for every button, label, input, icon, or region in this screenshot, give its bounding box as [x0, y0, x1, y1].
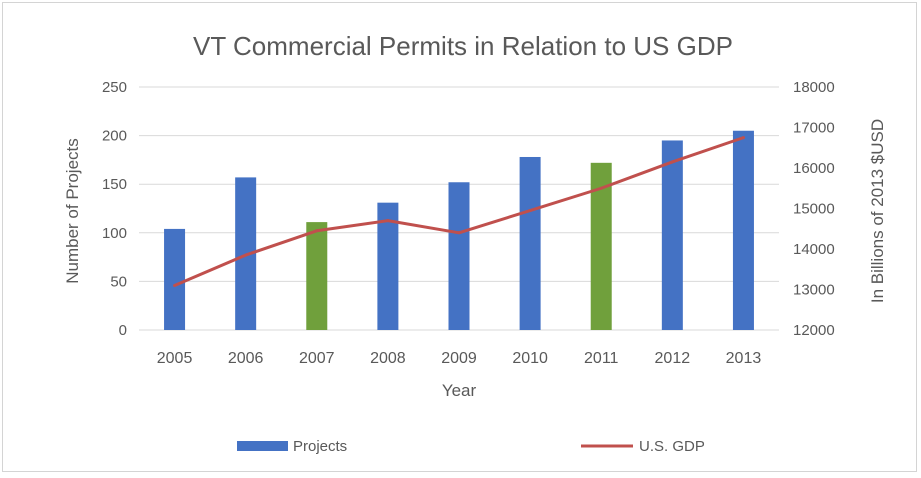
x-tick-label: 2010 [512, 350, 548, 367]
legend: Projects U.S. GDP [237, 438, 705, 455]
legend-label-projects: Projects [293, 438, 347, 455]
x-axis-ticks: 2005 2006 2007 2008 2009 2010 2011 2012 2013 [157, 350, 762, 367]
legend-swatch-projects [237, 441, 288, 451]
chart-frame: VT Commercial Permits in Relation to US … [2, 2, 917, 472]
gdp-point-2010 [528, 209, 532, 213]
bar-2012 [661, 140, 683, 330]
x-tick-label: 2008 [370, 350, 406, 367]
gdp-point-2009 [457, 231, 461, 235]
x-axis-label: Year [442, 381, 477, 400]
gdp-point-2005 [173, 283, 177, 287]
y2-tick-label: 17000 [793, 120, 835, 137]
legend-label-gdp: U.S. GDP [639, 438, 705, 455]
bar-2011 [590, 162, 612, 330]
right-axis-ticks: 12000 13000 14000 15000 16000 17000 18000 [793, 79, 835, 339]
x-tick-label: 2012 [655, 350, 691, 367]
bar-2010 [519, 156, 541, 330]
bar-2013 [732, 130, 754, 330]
x-tick-label: 2011 [584, 350, 619, 367]
chart-title: VT Commercial Permits in Relation to US … [193, 31, 733, 61]
x-tick-label: 2007 [299, 350, 335, 367]
y2-tick-label: 15000 [793, 201, 835, 218]
y-tick-label: 50 [110, 273, 127, 290]
y2-tick-label: 16000 [793, 160, 835, 177]
bar-2005 [164, 228, 186, 330]
bar-series [164, 130, 754, 330]
y-axis-label: Number of Projects [63, 138, 82, 284]
y-tick-label: 100 [102, 225, 127, 242]
x-tick-label: 2009 [441, 350, 477, 367]
gdp-point-2013 [741, 136, 745, 140]
y2-tick-label: 14000 [793, 241, 835, 258]
gdp-point-2006 [244, 253, 248, 257]
bar-2009 [448, 182, 470, 330]
y2-axis-label: In Billions of 2013 $USD [868, 119, 887, 303]
x-tick-label: 2013 [726, 350, 762, 367]
y2-tick-label: 13000 [793, 282, 835, 299]
left-axis-ticks: 0 50 100 150 200 250 [102, 79, 127, 339]
gdp-line-series [173, 136, 745, 287]
gdp-point-2008 [386, 219, 390, 223]
bar-2007 [306, 222, 328, 330]
y-tick-label: 200 [102, 128, 127, 145]
x-tick-label: 2006 [228, 350, 264, 367]
y-tick-label: 150 [102, 176, 127, 193]
gdp-point-2007 [315, 229, 319, 233]
y-tick-label: 250 [102, 79, 127, 96]
gdp-point-2011 [599, 186, 603, 190]
x-tick-label: 2005 [157, 350, 193, 367]
y2-tick-label: 12000 [793, 322, 835, 339]
y2-tick-label: 18000 [793, 79, 835, 96]
gdp-point-2012 [670, 160, 674, 164]
y-tick-label: 0 [119, 322, 127, 339]
bar-2008 [377, 202, 399, 330]
chart: VT Commercial Permits in Relation to US … [63, 31, 887, 455]
